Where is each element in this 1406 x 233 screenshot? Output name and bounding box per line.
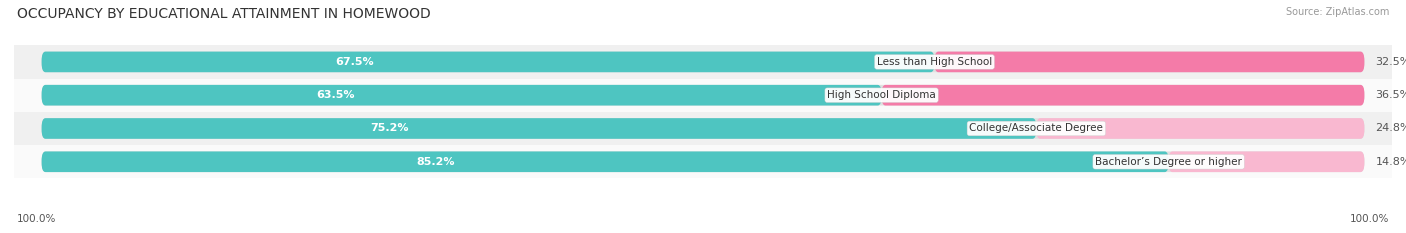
Text: 36.5%: 36.5% [1375,90,1406,100]
Text: 75.2%: 75.2% [371,123,409,134]
Text: 100.0%: 100.0% [17,214,56,224]
Bar [14,45,1392,79]
FancyBboxPatch shape [1168,151,1364,172]
Text: 63.5%: 63.5% [316,90,354,100]
Text: Bachelor’s Degree or higher: Bachelor’s Degree or higher [1095,157,1241,167]
Text: High School Diploma: High School Diploma [827,90,936,100]
FancyBboxPatch shape [1036,118,1364,139]
Text: OCCUPANCY BY EDUCATIONAL ATTAINMENT IN HOMEWOOD: OCCUPANCY BY EDUCATIONAL ATTAINMENT IN H… [17,7,430,21]
Text: 24.8%: 24.8% [1375,123,1406,134]
FancyBboxPatch shape [42,151,1364,172]
FancyBboxPatch shape [42,51,935,72]
Text: Less than High School: Less than High School [877,57,993,67]
Text: 67.5%: 67.5% [335,57,374,67]
FancyBboxPatch shape [42,118,1364,139]
FancyBboxPatch shape [42,85,882,106]
Bar [14,79,1392,112]
Legend: Owner-occupied, Renter-occupied: Owner-occupied, Renter-occupied [588,230,818,233]
FancyBboxPatch shape [42,151,1168,172]
FancyBboxPatch shape [882,85,1364,106]
Text: 14.8%: 14.8% [1375,157,1406,167]
Bar [14,112,1392,145]
FancyBboxPatch shape [935,51,1364,72]
Text: 100.0%: 100.0% [1350,214,1389,224]
Text: Source: ZipAtlas.com: Source: ZipAtlas.com [1285,7,1389,17]
FancyBboxPatch shape [42,85,1364,106]
Text: 32.5%: 32.5% [1375,57,1406,67]
Text: 85.2%: 85.2% [416,157,456,167]
Text: College/Associate Degree: College/Associate Degree [969,123,1104,134]
FancyBboxPatch shape [42,51,1364,72]
Bar [14,145,1392,178]
FancyBboxPatch shape [42,118,1036,139]
